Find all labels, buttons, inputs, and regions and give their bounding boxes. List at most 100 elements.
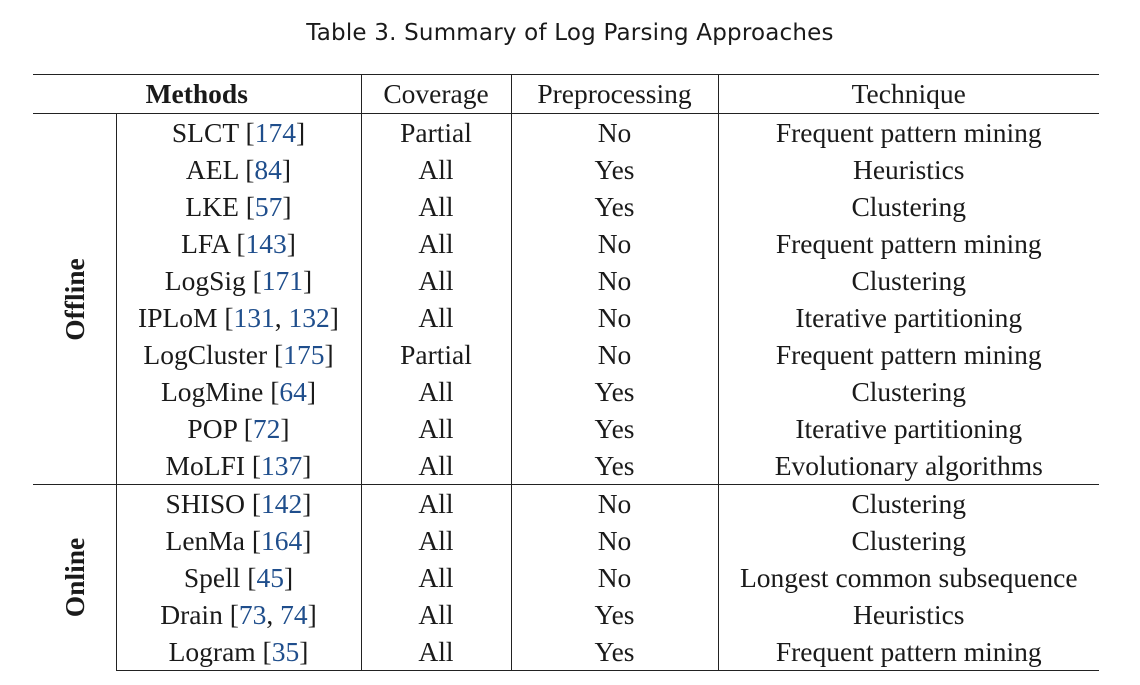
coverage-cell: All: [360, 225, 511, 262]
method-name: Spell: [183, 562, 241, 593]
header-coverage: Coverage: [360, 74, 511, 114]
coverage-cell: Partial: [360, 336, 511, 373]
coverage-cell: All: [360, 633, 511, 671]
method-name: LogMine: [160, 376, 264, 407]
citation-link[interactable]: 164: [261, 525, 303, 556]
method-name: LogSig: [164, 265, 246, 296]
preprocessing-cell: Yes: [510, 633, 718, 671]
header-row: Methods Coverage Preprocessing Technique: [33, 74, 1099, 114]
preprocessing-cell: No: [510, 484, 718, 522]
coverage-cell: All: [360, 299, 511, 336]
technique-cell: Frequent pattern mining: [717, 113, 1099, 151]
coverage-cell: All: [360, 151, 511, 188]
method-name: LFA: [181, 228, 230, 259]
citation-link[interactable]: 84: [254, 154, 282, 185]
table-row: Spell [45] All No Longest common subsequenc…: [33, 559, 1099, 596]
technique-cell: Longest common subsequence: [717, 559, 1099, 596]
method-name: LenMa: [165, 525, 245, 556]
table-row: AEL [84] All Yes Heuristics: [33, 151, 1099, 188]
log-parsing-table: Methods Coverage Preprocessing Technique…: [33, 74, 1099, 671]
preprocessing-cell: Yes: [510, 188, 718, 225]
table-row: Online SHISO [142] All No Clustering: [33, 484, 1099, 671]
citation-link[interactable]: 57: [254, 191, 283, 222]
citation-link[interactable]: 132: [288, 302, 330, 333]
header-methods: Methods: [33, 74, 361, 114]
coverage-cell: All: [360, 447, 511, 485]
technique-cell: Clustering: [717, 484, 1099, 522]
table-row: MoLFI [137] All Yes Evolutionary algorithms: [33, 447, 1099, 485]
method-cell: LogSig [171]: [115, 262, 361, 299]
preprocessing-cell: No: [510, 262, 718, 299]
citation-link[interactable]: 137: [261, 450, 303, 481]
method-name: LKE: [185, 191, 239, 222]
citation-link[interactable]: 45: [256, 562, 284, 593]
method-cell: Spell [45]: [115, 559, 361, 596]
method-cell: MoLFI [137]: [115, 447, 361, 485]
method-cell: LFA [143]: [115, 225, 361, 262]
preprocessing-cell: Yes: [510, 373, 718, 410]
table-row: Offline SLCT [174] Partial No Frequent patte…: [33, 113, 1099, 485]
table-row: LogSig [171] All No Clustering: [33, 262, 1099, 299]
citation-link[interactable]: 64: [279, 376, 307, 407]
method-cell: LogMine [64]: [115, 373, 361, 410]
method-name: POP: [187, 413, 237, 444]
method-cell: SLCT [174]: [115, 113, 361, 151]
technique-cell: Clustering: [717, 522, 1099, 559]
method-name: Drain: [160, 599, 223, 630]
table-row: Logram [35] All Yes Frequent pattern mining: [33, 633, 1099, 671]
group-online: Online SHISO [142] All No Clustering LenMa [1…: [33, 484, 1099, 671]
coverage-cell: All: [360, 484, 511, 522]
citation-link[interactable]: 72: [252, 413, 281, 444]
citation-link[interactable]: 74: [280, 599, 308, 630]
technique-cell: Clustering: [717, 373, 1099, 410]
technique-cell: Iterative partitioning: [717, 299, 1099, 336]
table-row: LogMine [64] All Yes Clustering: [33, 373, 1099, 410]
header-technique: Technique: [717, 74, 1099, 114]
method-name: Logram: [168, 636, 256, 667]
preprocessing-cell: No: [510, 522, 718, 559]
method-cell: LenMa [164]: [115, 522, 361, 559]
coverage-cell: All: [360, 410, 511, 447]
technique-cell: Evolutionary algorithms: [717, 447, 1099, 485]
citation-link[interactable]: 175: [283, 339, 325, 370]
citation-link[interactable]: 35: [271, 636, 300, 667]
table-row: POP [72] All Yes Iterative partitioning: [33, 410, 1099, 447]
technique-cell: Heuristics: [717, 151, 1099, 188]
method-cell: LogCluster [175]: [115, 336, 361, 373]
group-offline: Offline SLCT [174] Partial No Frequent patte…: [33, 113, 1099, 485]
citation-link[interactable]: 171: [261, 265, 304, 296]
method-cell: IPLoM [131, 132]: [115, 299, 361, 336]
citation-link[interactable]: 131: [233, 302, 275, 333]
table-row: IPLoM [131, 132] All No Iterative partition…: [33, 299, 1099, 336]
technique-cell: Frequent pattern mining: [717, 633, 1099, 671]
citation-link[interactable]: 73: [238, 599, 267, 630]
coverage-cell: All: [360, 596, 511, 633]
coverage-cell: All: [360, 262, 511, 299]
method-cell: AEL [84]: [115, 151, 361, 188]
coverage-cell: All: [360, 373, 511, 410]
coverage-cell: All: [360, 559, 511, 596]
citation-link[interactable]: 143: [245, 228, 287, 259]
table-row: LenMa [164] All No Clustering: [33, 522, 1099, 559]
table-caption: Table 3. Summary of Log Parsing Approach…: [306, 20, 834, 46]
preprocessing-cell: No: [510, 225, 718, 262]
preprocessing-cell: No: [510, 336, 718, 373]
group-label: Online: [58, 538, 90, 618]
preprocessing-cell: Yes: [510, 151, 718, 188]
citation-link[interactable]: 174: [254, 117, 296, 148]
method-cell: SHISO [142]: [115, 484, 361, 522]
technique-cell: Clustering: [717, 188, 1099, 225]
preprocessing-cell: No: [510, 559, 718, 596]
coverage-cell: All: [360, 188, 511, 225]
citation-link[interactable]: 142: [261, 488, 303, 519]
table-row: LogCluster [175] Partial No Frequent patter…: [33, 336, 1099, 373]
technique-cell: Iterative partitioning: [717, 410, 1099, 447]
method-cell: Drain [73, 74]: [115, 596, 361, 633]
method-cell: LKE [57]: [115, 188, 361, 225]
method-cell: POP [72]: [115, 410, 361, 447]
method-name: LogCluster: [143, 339, 268, 370]
method-name: SLCT: [171, 117, 239, 148]
technique-cell: Frequent pattern mining: [717, 336, 1099, 373]
header-preprocessing: Preprocessing: [510, 74, 718, 114]
preprocessing-cell: Yes: [510, 410, 718, 447]
